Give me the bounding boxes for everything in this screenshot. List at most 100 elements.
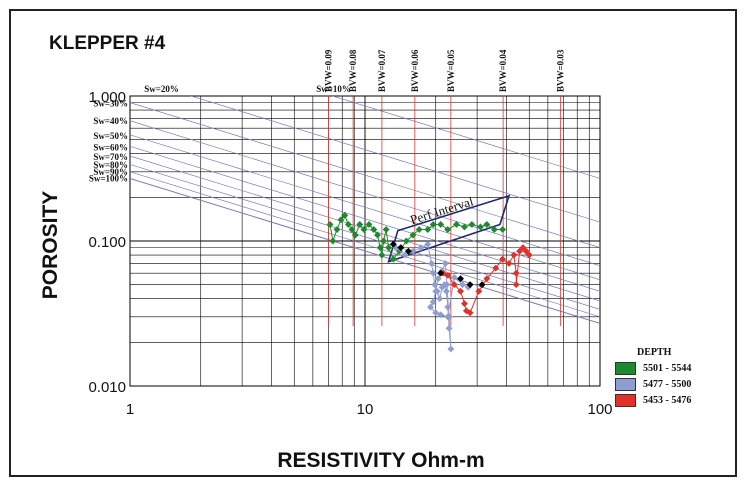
data-point: [370, 225, 378, 234]
data-point: [424, 225, 432, 234]
data-point: [434, 275, 442, 283]
data-point: [510, 251, 518, 259]
data-point: [329, 237, 337, 245]
data-point: [351, 231, 359, 239]
data-point: [512, 269, 520, 277]
sw-line: [130, 134, 600, 281]
data-point: [476, 223, 485, 231]
sw-line: [331, 96, 600, 179]
data-point: [389, 240, 397, 248]
data-point: [360, 225, 368, 234]
sw-label: Sw=70%: [93, 152, 128, 162]
y-tick-label: 0.100: [88, 234, 126, 251]
data-point: [437, 220, 445, 229]
legend-title: DEPTH: [637, 347, 672, 358]
data-point: [522, 247, 530, 255]
data-point: [525, 251, 533, 259]
plot-border: [129, 95, 601, 387]
sw-label: Sw=60%: [93, 143, 128, 153]
legend-swatch-red: [615, 393, 636, 407]
data-point: [376, 244, 384, 252]
data-point: [519, 244, 527, 252]
legend-label: 5477 - 5500: [643, 378, 692, 390]
sw-line: [190, 96, 600, 223]
data-point: [424, 240, 432, 248]
data-point: [432, 309, 440, 317]
data-point: [460, 300, 469, 308]
bvw-label: BVW=0.08: [348, 49, 358, 92]
data-point: [436, 295, 444, 303]
series-line: [395, 243, 469, 350]
data-point: [397, 244, 405, 252]
y-tick-label: 0.010: [88, 379, 126, 396]
chart-title: KLEPPER #4: [49, 33, 166, 54]
sw-line: [130, 164, 600, 310]
data-point: [426, 303, 435, 311]
data-point: [365, 220, 373, 229]
data-point: [431, 281, 439, 289]
sw-line: [130, 120, 600, 267]
data-point: [450, 281, 458, 289]
data-point: [499, 255, 507, 263]
data-point: [326, 220, 334, 229]
data-point: [444, 303, 452, 311]
legend-item: 5477 - 5500: [615, 376, 725, 392]
sw-label: Sw=50%: [93, 131, 128, 141]
data-point: [404, 247, 412, 255]
data-point: [466, 281, 474, 289]
data-point: [337, 216, 345, 224]
sw-label: Sw=30%: [93, 98, 128, 108]
data-point: [441, 259, 450, 268]
x-axis-label: RESISTIVITY Ohm-m: [277, 449, 485, 472]
bvw-label: BVW=0.05: [446, 49, 456, 92]
data-point: [415, 225, 423, 234]
data-point: [475, 287, 483, 295]
legend: DEPTH 5501 - 5544 5477 - 5500 5453 - 547…: [615, 347, 725, 408]
data-point: [466, 309, 474, 317]
data-point: [444, 271, 452, 279]
sw-label: Sw=40%: [93, 116, 128, 126]
data-point: [402, 237, 410, 245]
data-point: [442, 287, 450, 295]
data-point: [444, 313, 452, 321]
data-point: [456, 287, 465, 295]
data-point: [505, 259, 513, 268]
data-point: [356, 220, 364, 229]
sw-label: Sw=80%: [93, 160, 128, 170]
data-point: [348, 225, 356, 234]
data-point: [478, 281, 486, 289]
data-point: [437, 269, 445, 277]
data-point: [344, 220, 352, 229]
data-point: [458, 281, 467, 289]
data-point: [417, 244, 425, 252]
data-point: [382, 225, 390, 234]
bvw-label: BVW=0.09: [324, 49, 334, 92]
sw-line: [130, 171, 600, 318]
data-point: [452, 220, 461, 229]
y-tick-label: 1.000: [88, 89, 126, 106]
data-point: [512, 281, 520, 289]
data-point: [429, 220, 437, 229]
legend-swatch-green: [615, 361, 636, 375]
data-point: [378, 251, 386, 259]
data-point: [333, 225, 341, 234]
data-point: [456, 275, 465, 283]
data-point: [380, 237, 388, 245]
data-point: [432, 287, 440, 295]
data-point: [437, 311, 445, 319]
data-point: [428, 259, 436, 268]
sw-label: Sw=90%: [93, 167, 128, 177]
data-point: [445, 324, 453, 332]
x-tick-label: 100: [587, 401, 612, 418]
sw-line: [130, 102, 600, 248]
data-point: [389, 255, 397, 263]
perf-interval-box: [387, 194, 511, 263]
bvw-label: BVW=0.07: [377, 49, 387, 92]
data-point: [483, 220, 491, 229]
data-point: [450, 273, 458, 282]
bvw-label: BVW=0.06: [410, 49, 420, 92]
data-point: [447, 345, 455, 353]
x-tick-label: 1: [126, 401, 134, 418]
sw-label: Sw=20%: [144, 84, 179, 94]
bvw-label: BVW=0.04: [498, 49, 508, 92]
